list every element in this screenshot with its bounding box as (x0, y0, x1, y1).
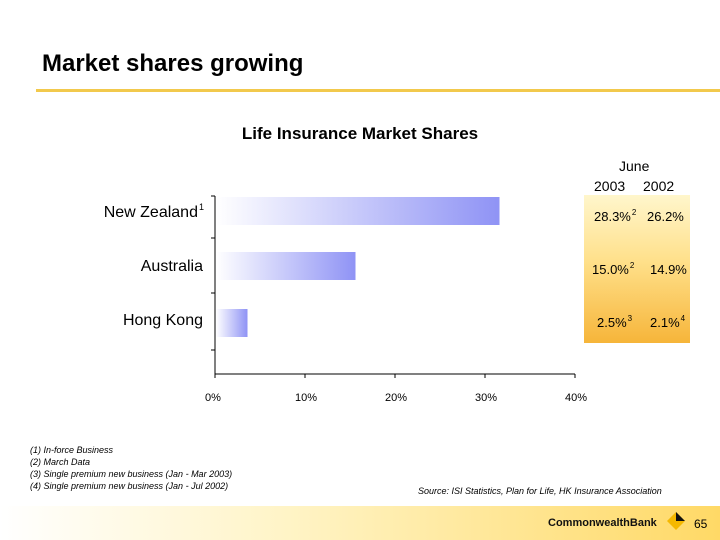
footnotes: (1) In-force Business (2) March Data (3)… (30, 444, 232, 492)
slide-title: Market shares growing (42, 50, 304, 77)
value-2003-row2: 15.0%2 (592, 261, 635, 277)
x-tick-label-1: 10% (295, 392, 318, 404)
category-label-new-zealand: New Zealand1 (103, 202, 204, 221)
title-underline (36, 89, 720, 92)
category-label-hong-kong: Hong Kong (122, 312, 203, 329)
footer-band (0, 506, 720, 540)
x-tick-label-2: 20% (385, 392, 408, 404)
footnote-4: (4) Single premium new business (Jan - J… (30, 481, 229, 491)
brand-logo-text: CommonwealthBank (548, 517, 657, 529)
header-june: June (619, 158, 650, 174)
x-tick-label-0: 0% (205, 392, 221, 404)
source-note: Source: ISI Statistics, Plan for Life, H… (418, 486, 662, 496)
category-label-australia: Australia (140, 258, 203, 275)
value-2003-row3: 2.5%3 (597, 314, 633, 330)
page-number: 65 (694, 517, 708, 531)
x-tick-label-3: 30% (475, 392, 498, 404)
chart-title: Life Insurance Market Shares (241, 124, 479, 143)
header-2002: 2002 (643, 178, 675, 194)
footnote-2: (2) March Data (30, 457, 91, 467)
value-2002-row3: 2.1%4 (650, 314, 686, 330)
value-2002-row1: 26.2% (647, 209, 684, 224)
bar-hong-kong (216, 309, 248, 337)
brand-diamond-icon (667, 512, 685, 530)
values-panel (584, 195, 690, 343)
bar-new-zealand (216, 197, 500, 225)
header-2003: 2003 (594, 178, 626, 194)
value-2002-row2: 14.9% (650, 262, 687, 277)
bar-australia (216, 252, 356, 280)
footnote-3: (3) Single premium new business (Jan - M… (30, 469, 233, 479)
x-tick-label-4: 40% (565, 392, 588, 404)
footnote-1: (1) In-force Business (30, 445, 114, 455)
value-2003-row1: 28.3%2 (594, 208, 637, 224)
